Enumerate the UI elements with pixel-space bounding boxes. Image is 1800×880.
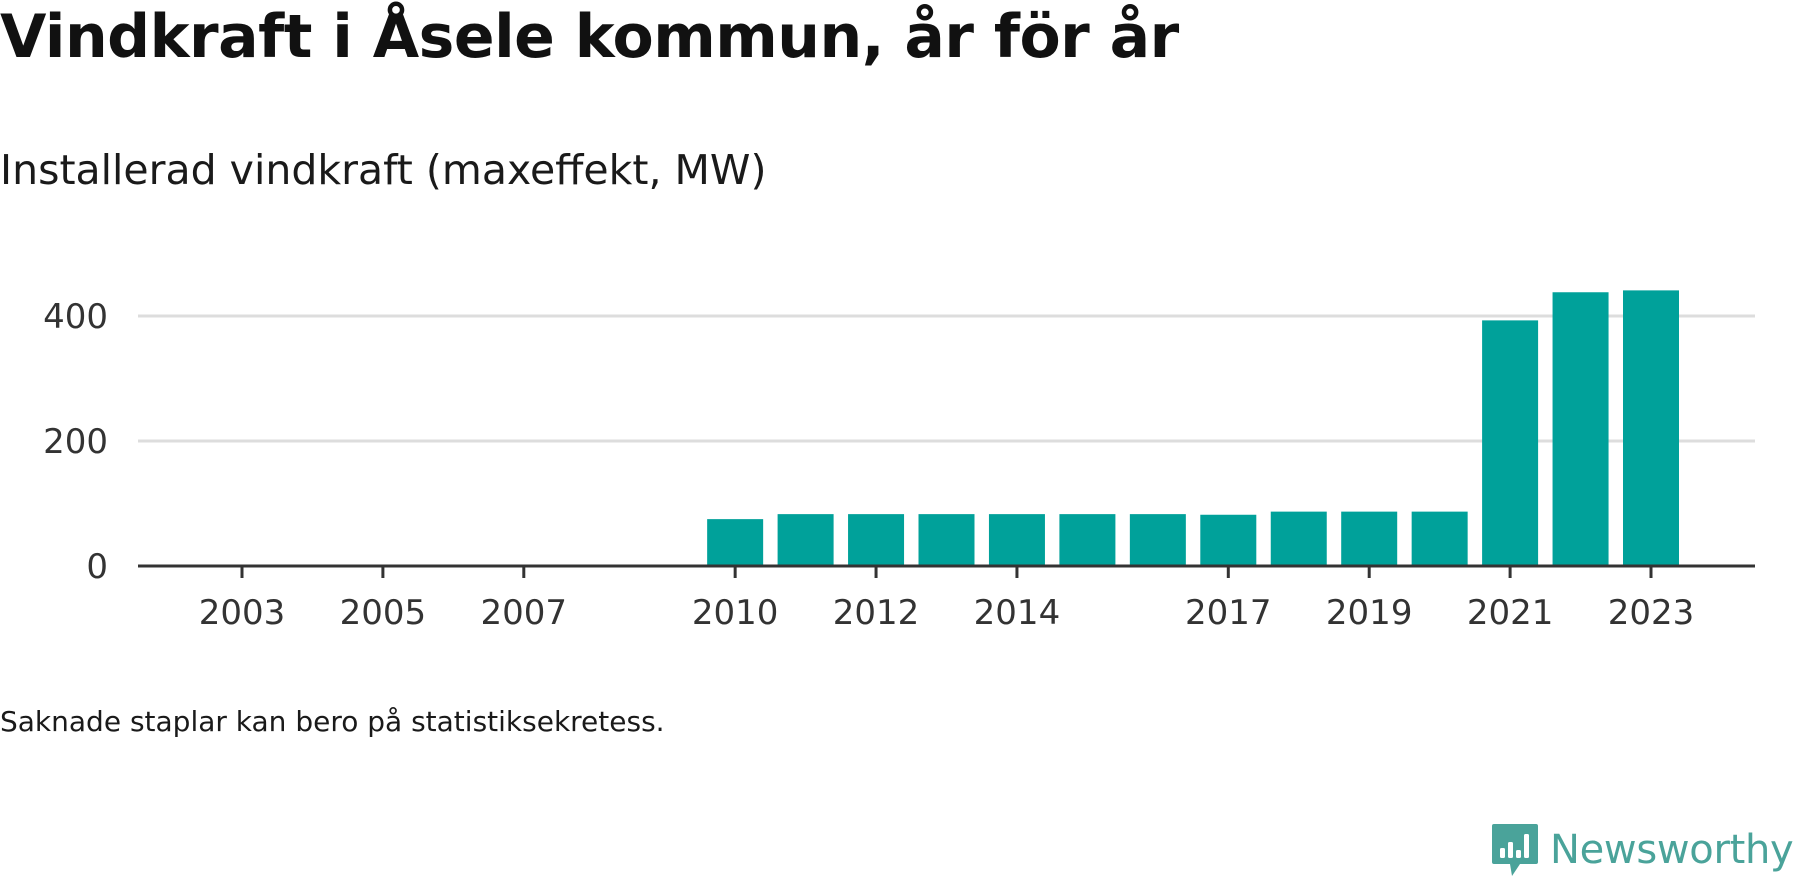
bar-2011 (777, 514, 834, 566)
x-tick-label: 2005 (340, 593, 427, 633)
bar-2016 (1129, 514, 1186, 566)
x-tick-label: 2003 (199, 593, 286, 633)
x-tick-labels: 2003 2005 2007 2010 2012 2014 2017 2019 2021 2023 (199, 593, 1695, 633)
x-tick-label: 2012 (833, 593, 920, 633)
y-tick-labels: 0 200 400 (43, 297, 108, 587)
footnote: Saknade staplar kan bero på statistiksek… (0, 705, 665, 738)
bar-2019 (1341, 511, 1398, 566)
x-tick-label: 2019 (1326, 593, 1413, 633)
x-tick-label: 2017 (1185, 593, 1272, 633)
bar-2014 (988, 514, 1045, 566)
chart-title: Vindkraft i Åsele kommun, år för år (0, 2, 1179, 72)
x-tick-label: 2021 (1467, 593, 1554, 633)
bar-2018 (1270, 511, 1327, 566)
bar-2021 (1482, 320, 1539, 566)
bar-2013 (918, 514, 975, 566)
y-tick-label: 200 (43, 422, 108, 462)
y-tick-label: 400 (43, 297, 108, 337)
x-ticks (240, 566, 1653, 578)
x-tick-label: 2007 (481, 593, 568, 633)
newsworthy-logo: Newsworthy (1490, 820, 1794, 880)
x-tick-label: 2014 (974, 593, 1061, 633)
x-tick-label: 2010 (692, 593, 779, 633)
bar-2017 (1200, 514, 1257, 566)
bar-2010 (707, 519, 764, 566)
y-tick-label: 0 (86, 547, 108, 587)
newsworthy-logo-icon (1492, 824, 1538, 876)
bar-2023 (1623, 290, 1679, 566)
chart-subtitle: Installerad vindkraft (maxeffekt, MW) (0, 146, 767, 194)
newsworthy-logo-text: Newsworthy (1550, 827, 1794, 873)
bar-2020 (1411, 511, 1468, 566)
bar-2022 (1552, 292, 1609, 566)
x-tick-label: 2023 (1608, 593, 1695, 633)
bar-2012 (848, 514, 905, 566)
bars (707, 290, 1679, 566)
bar-2015 (1059, 514, 1116, 566)
